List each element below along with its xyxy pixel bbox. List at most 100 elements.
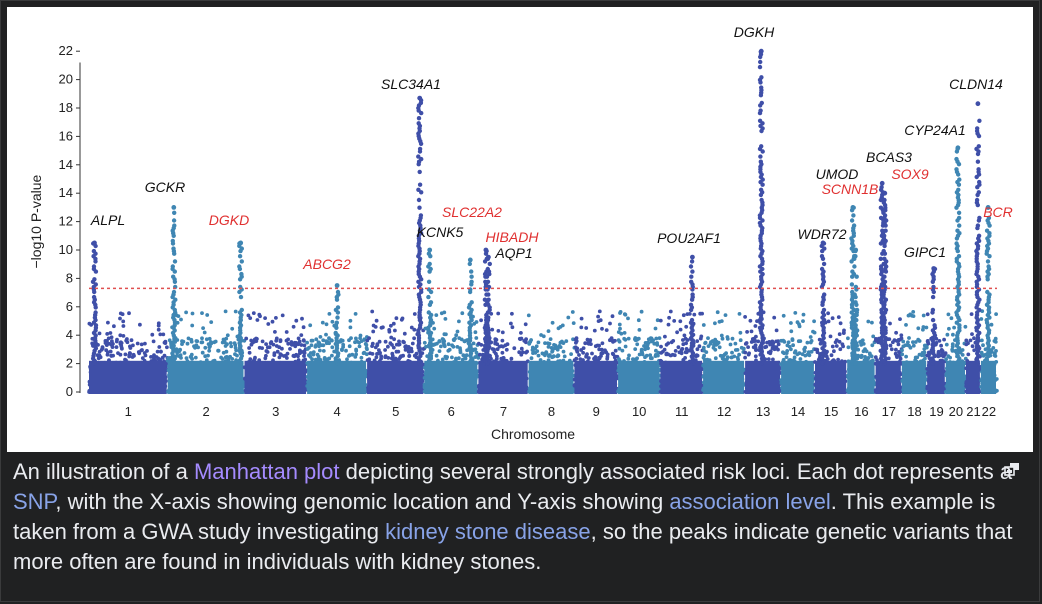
snp-point [374,318,379,323]
snp-point [911,314,916,318]
snp-point [184,356,189,360]
lead-snp-point [92,240,97,246]
snp-point [272,353,277,357]
snp-point [407,353,412,358]
snp-point [846,345,851,350]
snp-point [223,309,228,314]
snp-point [416,116,422,121]
snp-point [749,329,754,334]
snp-point [358,336,362,340]
snp-point [504,347,509,352]
peak-DGKD [237,240,244,366]
snp-point [626,316,630,321]
snp-point [550,320,555,325]
snp-density-band [901,360,927,394]
snp-point [444,356,449,361]
manhattan-plot[interactable]: 0 2 4 6 8 10 12 14 14 16 18 20 22 −log10 P-value 1 2 3 4 5… [7,7,1033,452]
snp-point [321,349,326,353]
snp-point [592,357,597,362]
snp-point [205,313,210,317]
snp-point [103,341,108,345]
snp-point [426,310,431,315]
snp-point [700,311,704,316]
snp-point [302,338,306,343]
snp-point [809,349,814,354]
snp-point [155,349,160,354]
snp-point [95,353,100,358]
snp-point [282,354,286,358]
snp-point [223,344,228,348]
lead-snp-point [417,95,423,101]
snp-point [728,342,733,347]
snp-point [485,279,491,284]
snp-point [121,319,126,324]
snp-point [718,353,723,358]
snp-point [171,246,176,251]
snp-point [294,341,298,345]
snp-point [318,348,322,353]
snp-point [789,321,793,325]
snp-point [900,352,905,357]
snp-point [730,350,734,355]
snp-point [579,348,583,352]
snp-point [274,338,279,343]
snp-point [510,325,515,330]
snp-point [802,349,807,353]
snp-point [610,351,615,356]
snp-point [266,322,271,326]
chromosome-10-snps [616,309,663,394]
snp-point [669,340,674,345]
snp-point [951,332,955,337]
snp-point [512,346,517,351]
snp-point [149,355,153,359]
snp-point [321,338,326,343]
snp-point [584,326,589,330]
snp-point [635,342,640,347]
snp-point [189,339,194,344]
snp-point [637,328,642,332]
snp-point [294,352,299,357]
snp-point [233,309,238,314]
snp-point [432,326,437,331]
snp-point [425,354,430,358]
snp-point [496,311,501,316]
snp-point [386,344,390,349]
snp-point [329,338,334,342]
snp-point [280,346,284,351]
snp-point [921,325,926,329]
snp-point [834,344,839,348]
snp-point [838,321,843,326]
snp-point [704,350,709,354]
snp-point [410,341,415,346]
snp-point [796,339,801,344]
snp-point [233,343,238,347]
snp-point [963,324,968,329]
snp-point [257,345,262,350]
snp-point [569,352,573,356]
snp-point [887,337,892,341]
snp-point [666,322,671,327]
snp-point [440,357,445,362]
snp-point [201,326,206,330]
snp-point [137,351,142,356]
snp-point [714,343,719,347]
snp-point [972,336,976,341]
snp-point [970,344,975,349]
snp-point [158,332,163,337]
snp-point [397,357,401,361]
snp-point [605,352,610,357]
snp-point [717,319,722,324]
snp-point [121,324,126,328]
snp-point [768,342,772,347]
snp-point [156,327,161,332]
snp-point [574,340,578,345]
snp-density-band [945,360,965,394]
snp-point [684,324,689,329]
snp-point [207,348,212,353]
snp-point [387,329,392,334]
snp-point [573,345,578,350]
snp-point [617,322,622,327]
snp-point [749,340,754,344]
snp-point [159,349,163,354]
snp-point [596,314,600,319]
